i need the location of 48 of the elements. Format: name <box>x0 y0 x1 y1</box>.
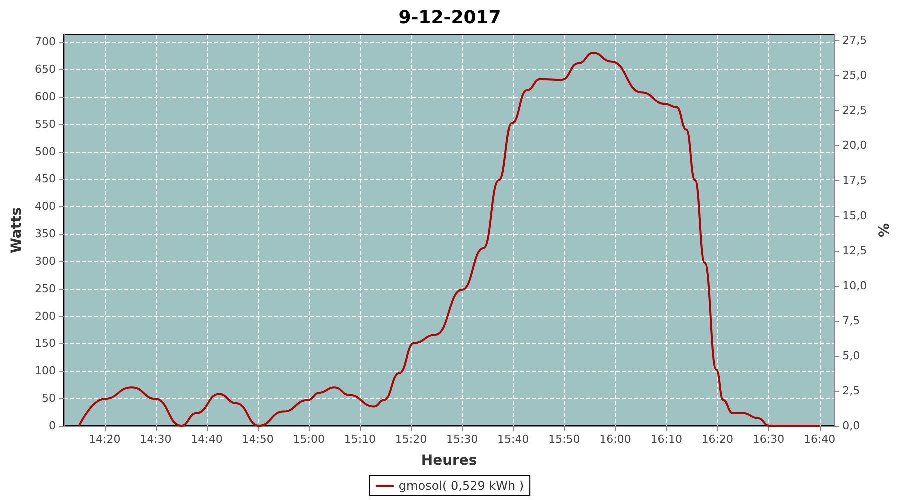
y2-tick-label: 2,5 <box>842 384 860 398</box>
x-tick-label: 15:40 <box>498 433 530 446</box>
y2-tick-label: 0,0 <box>842 420 860 432</box>
y-tick-label: 500 <box>35 145 56 158</box>
x-tick-label: 16:00 <box>600 433 632 446</box>
y-axis-title: Watts <box>9 207 26 254</box>
y-tick-label: 0 <box>49 420 56 432</box>
y-tick-label: 150 <box>35 337 56 350</box>
y2-tick-label: 12,5 <box>842 244 868 258</box>
y2-tick-label: 10,0 <box>842 279 868 292</box>
x-tick-label: 15:00 <box>293 433 325 446</box>
x-tick-label: 15:50 <box>548 433 580 446</box>
x-tick-label: 14:40 <box>191 433 223 446</box>
line-series <box>78 52 821 427</box>
y-tick-label: 300 <box>35 254 56 268</box>
x-tick-label: 14:30 <box>140 433 172 446</box>
y2-tick-label: 7,5 <box>842 314 860 328</box>
x-tick-label: 14:50 <box>242 433 274 446</box>
y-tick-label: 200 <box>35 310 56 323</box>
y2-tick-label: 22,5 <box>842 104 868 118</box>
x-tick-label: 16:30 <box>752 433 785 446</box>
x-tick-label: 16:10 <box>650 433 682 446</box>
y2-tick-label: 5,0 <box>842 349 860 362</box>
x-tick-label: 16:40 <box>804 433 836 446</box>
y2-tick-label: 27,5 <box>842 34 868 48</box>
y-tick-label: 550 <box>35 118 56 131</box>
legend-label: gmosol( 0,529 kWh ) <box>398 479 524 493</box>
y2-tick-label: 15,0 <box>842 209 868 222</box>
y2-axis-title: % <box>877 223 893 238</box>
x-tick-label: 16:20 <box>702 433 734 446</box>
y2-tick-label: 17,5 <box>842 174 868 188</box>
y2-tick-label: 20,0 <box>842 139 868 152</box>
y-tick-label: 600 <box>35 90 56 104</box>
x-tick-label: 15:30 <box>446 433 478 446</box>
x-tick-label: 15:20 <box>395 433 428 446</box>
y-tick-label: 400 <box>35 200 56 214</box>
x-tick-label: 15:10 <box>344 433 376 446</box>
y-tick-label: 650 <box>35 63 56 76</box>
y-tick-label: 350 <box>35 228 56 241</box>
y-tick-label: 450 <box>35 172 56 186</box>
y-tick-label: 100 <box>35 364 56 378</box>
y-tick-label: 250 <box>35 282 56 296</box>
y-tick-label: 700 <box>35 36 56 49</box>
chart-title: 9-12-2017 <box>398 8 502 28</box>
x-axis-title: Heures <box>421 453 478 469</box>
y2-tick-label: 25,0 <box>842 69 868 82</box>
x-tick-label: 14:20 <box>88 433 121 446</box>
y-tick-label: 50 <box>42 392 56 406</box>
